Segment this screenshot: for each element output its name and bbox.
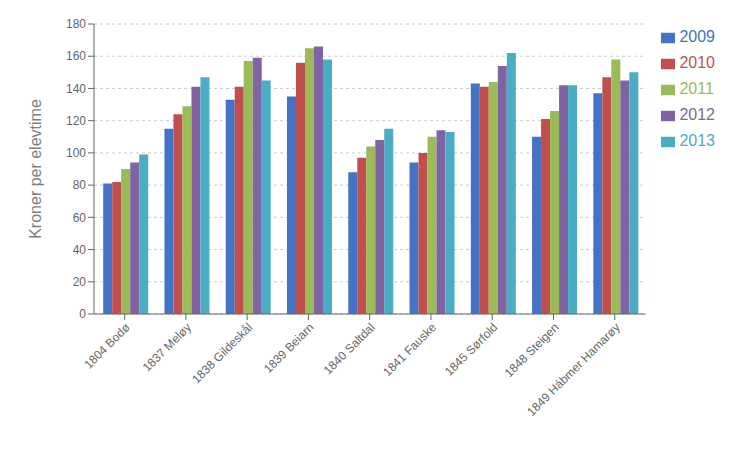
svg-text:1845 Sørfold: 1845 Sørfold [442, 320, 500, 378]
svg-text:0: 0 [79, 307, 86, 321]
svg-text:100: 100 [66, 146, 86, 160]
svg-text:1848 Steigen: 1848 Steigen [502, 320, 562, 380]
svg-text:80: 80 [73, 178, 87, 192]
svg-text:40: 40 [73, 243, 87, 257]
svg-text:1838 Gildeskål: 1838 Gildeskål [189, 320, 255, 386]
svg-text:120: 120 [66, 114, 86, 128]
svg-text:Kroner per elevtime: Kroner per elevtime [27, 99, 44, 239]
svg-text:1837 Meløy: 1837 Meløy [140, 320, 194, 374]
svg-text:1840 Saltdal: 1840 Saltdal [321, 320, 378, 377]
svg-text:140: 140 [66, 82, 86, 96]
svg-text:1839 Beiarn: 1839 Beiarn [261, 320, 317, 376]
svg-text:1849 Hábmer Hamarøy: 1849 Hábmer Hamarøy [524, 320, 623, 419]
html-text:2009: 2009 [679, 28, 715, 45]
svg-text:1804 Bodø: 1804 Bodø [81, 320, 133, 372]
html-text:2011: 2011 [679, 80, 714, 97]
svg-text:60: 60 [73, 211, 87, 225]
svg-text:160: 160 [66, 49, 86, 63]
svg-text:1841 Fauske: 1841 Fauske [380, 320, 439, 379]
svg-text:180: 180 [66, 17, 86, 31]
html-text:2010: 2010 [679, 54, 715, 71]
html-text:2013: 2013 [679, 132, 715, 149]
svg-text:20: 20 [73, 275, 87, 289]
html-text:2012: 2012 [679, 106, 715, 123]
